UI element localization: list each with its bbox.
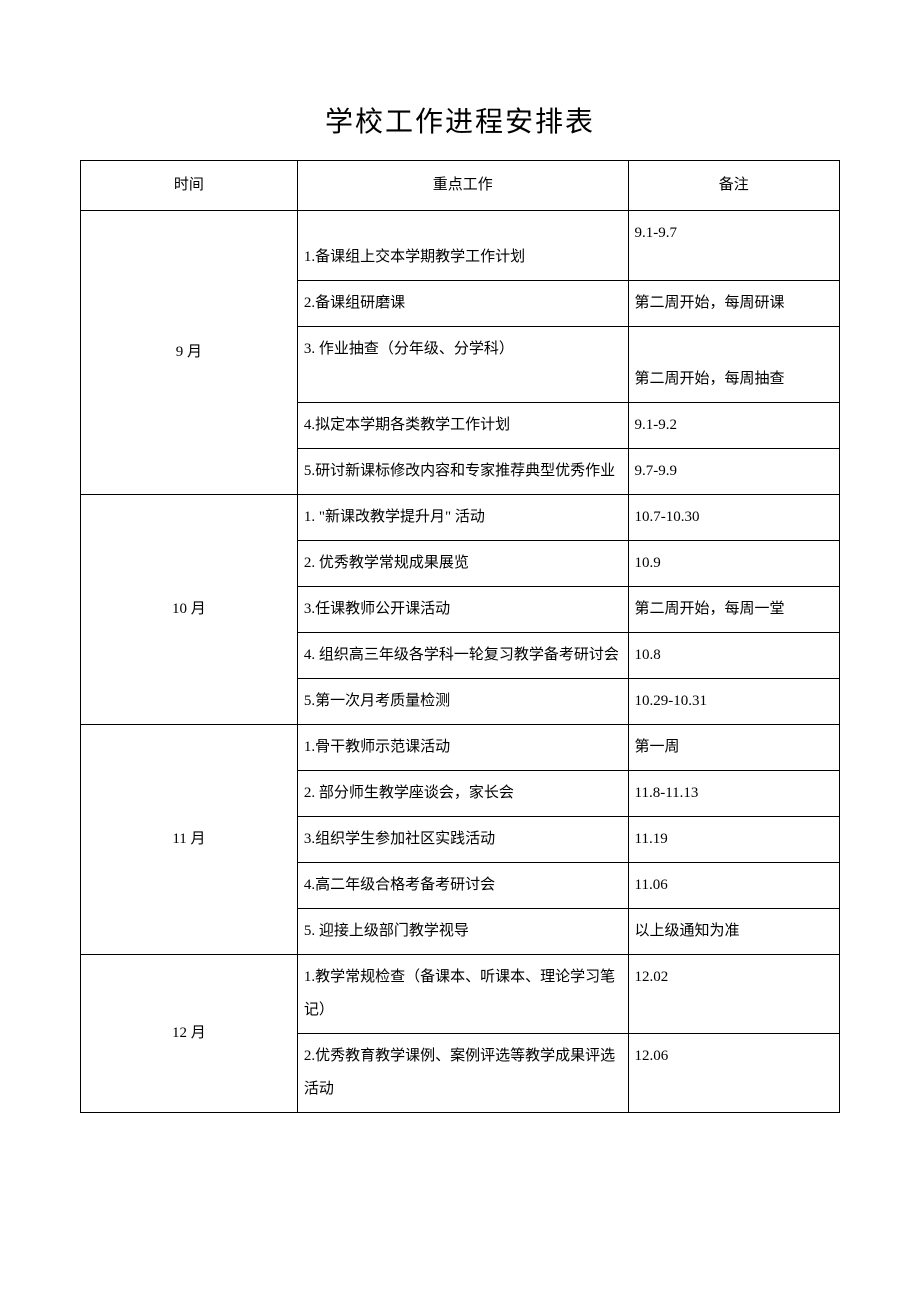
table-header-row: 时间 重点工作 备注 xyxy=(81,161,840,211)
month-cell: 11 月 xyxy=(81,725,298,955)
work-cell: 2.优秀教育教学课例、案例评选等教学成果评选活动 xyxy=(297,1034,628,1113)
work-cell: 4.拟定本学期各类教学工作计划 xyxy=(297,403,628,449)
header-time: 时间 xyxy=(81,161,298,211)
note-cell: 11.8-11.13 xyxy=(628,771,839,817)
note-cell: 10.29-10.31 xyxy=(628,679,839,725)
work-cell: 3. 作业抽查（分年级、分学科） xyxy=(297,327,628,403)
note-cell: 以上级通知为准 xyxy=(628,909,839,955)
table-row: 12 月 1.教学常规检查（备课本、听课本、理论学习笔记） 12.02 xyxy=(81,955,840,1034)
work-cell: 2.备课组研磨课 xyxy=(297,281,628,327)
note-cell: 10.8 xyxy=(628,633,839,679)
work-cell: 5.研讨新课标修改内容和专家推荐典型优秀作业 xyxy=(297,449,628,495)
note-cell: 11.06 xyxy=(628,863,839,909)
work-cell: 3.任课教师公开课活动 xyxy=(297,587,628,633)
note-cell: 第一周 xyxy=(628,725,839,771)
note-cell: 9.1-9.7 xyxy=(628,211,839,281)
schedule-table: 时间 重点工作 备注 9 月 1.备课组上交本学期教学工作计划 9.1-9.7 … xyxy=(80,160,840,1113)
month-cell: 9 月 xyxy=(81,211,298,495)
work-cell: 2. 部分师生教学座谈会，家长会 xyxy=(297,771,628,817)
header-work: 重点工作 xyxy=(297,161,628,211)
work-cell: 3.组织学生参加社区实践活动 xyxy=(297,817,628,863)
month-cell: 10 月 xyxy=(81,495,298,725)
note-cell: 第二周开始，每周研课 xyxy=(628,281,839,327)
header-note: 备注 xyxy=(628,161,839,211)
work-cell: 4. 组织高三年级各学科一轮复习教学备考研讨会 xyxy=(297,633,628,679)
work-cell: 2. 优秀教学常规成果展览 xyxy=(297,541,628,587)
note-cell: 10.9 xyxy=(628,541,839,587)
table-row: 11 月 1.骨干教师示范课活动 第一周 xyxy=(81,725,840,771)
note-cell: 12.02 xyxy=(628,955,839,1034)
note-cell: 9.7-9.9 xyxy=(628,449,839,495)
note-cell: 第二周开始，每周抽查 xyxy=(628,327,839,403)
work-cell: 5.第一次月考质量检测 xyxy=(297,679,628,725)
note-cell: 10.7-10.30 xyxy=(628,495,839,541)
table-row: 10 月 1. "新课改教学提升月" 活动 10.7-10.30 xyxy=(81,495,840,541)
month-cell: 12 月 xyxy=(81,955,298,1113)
note-cell: 第二周开始，每周一堂 xyxy=(628,587,839,633)
work-cell: 5. 迎接上级部门教学视导 xyxy=(297,909,628,955)
note-cell: 12.06 xyxy=(628,1034,839,1113)
table-row: 9 月 1.备课组上交本学期教学工作计划 9.1-9.7 xyxy=(81,211,840,281)
work-cell: 1.教学常规检查（备课本、听课本、理论学习笔记） xyxy=(297,955,628,1034)
note-cell: 11.19 xyxy=(628,817,839,863)
page-title: 学校工作进程安排表 xyxy=(80,100,840,140)
work-cell: 4.高二年级合格考备考研讨会 xyxy=(297,863,628,909)
work-cell: 1.骨干教师示范课活动 xyxy=(297,725,628,771)
note-cell: 9.1-9.2 xyxy=(628,403,839,449)
work-cell: 1. "新课改教学提升月" 活动 xyxy=(297,495,628,541)
work-cell: 1.备课组上交本学期教学工作计划 xyxy=(297,211,628,281)
